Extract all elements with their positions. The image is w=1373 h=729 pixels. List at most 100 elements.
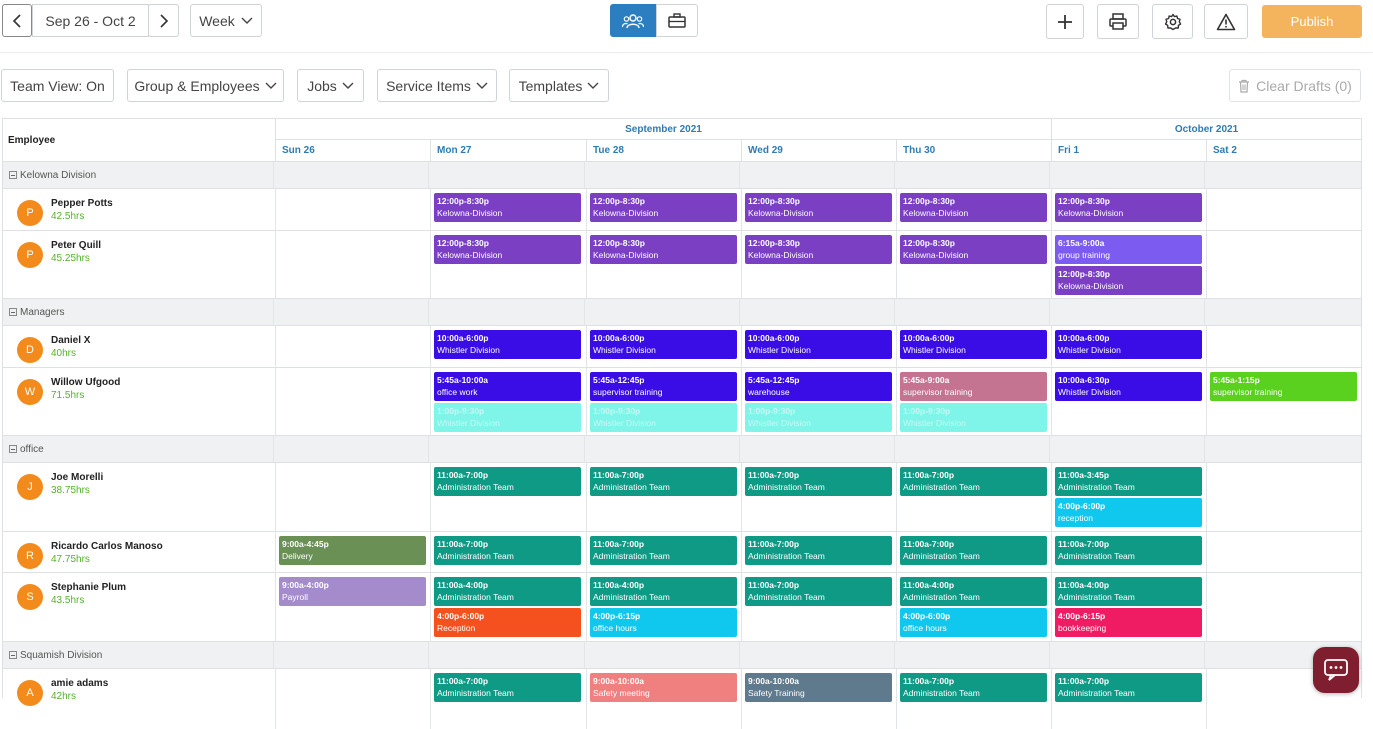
shift-block[interactable]: 10:00a-6:00p Whistler Division — [1055, 330, 1202, 359]
shift-block[interactable]: 10:00a-6:00p Whistler Division — [745, 330, 892, 359]
prev-week-button[interactable] — [2, 4, 32, 37]
shift-block[interactable]: 6:15a-9:00a group training — [1055, 235, 1202, 264]
shift-block[interactable]: 12:00p-8:30p Kelowna-Division — [590, 193, 737, 222]
shift-block[interactable]: 11:00a-4:00p Administration Team — [590, 577, 737, 606]
shift-block[interactable]: 11:00a-7:00p Administration Team — [900, 673, 1047, 702]
settings-button[interactable] — [1152, 4, 1193, 39]
day-header[interactable]: Wed 29 — [741, 140, 896, 161]
team-view-button[interactable]: Team View: On — [1, 69, 114, 102]
group-employees-dropdown[interactable]: Group & Employees — [127, 69, 284, 102]
column-divider — [584, 162, 585, 189]
view-select[interactable]: Week — [190, 4, 262, 37]
shift-block[interactable]: 11:00a-7:00p Administration Team — [745, 536, 892, 565]
employee-info[interactable]: P Peter Quill 45.25hrs — [17, 239, 101, 268]
day-header[interactable]: Sat 2 — [1206, 140, 1361, 161]
collapse-icon[interactable] — [9, 171, 17, 179]
team-view-toggle-button[interactable] — [610, 4, 656, 37]
shift-time: 12:00p-8:30p — [748, 238, 800, 248]
day-header[interactable]: Fri 1 — [1051, 140, 1206, 161]
shift-block[interactable]: 10:00a-6:00p Whistler Division — [590, 330, 737, 359]
next-week-button[interactable] — [148, 4, 179, 37]
shift-block[interactable]: 12:00p-8:30p Kelowna-Division — [900, 235, 1047, 264]
print-button[interactable] — [1097, 4, 1139, 39]
shift-block[interactable]: 11:00a-7:00p Administration Team — [434, 467, 581, 496]
shift-block[interactable]: 12:00p-8:30p Kelowna-Division — [590, 235, 737, 264]
clear-drafts-button[interactable]: Clear Drafts (0) — [1229, 69, 1361, 102]
employee-info[interactable]: S Stephanie Plum 43.5hrs — [17, 581, 126, 610]
shift-block[interactable]: 11:00a-7:00p Administration Team — [434, 536, 581, 565]
date-range[interactable]: Sep 26 - Oct 2 — [32, 4, 149, 37]
shift-block[interactable]: 12:00p-8:30p Kelowna-Division — [434, 193, 581, 222]
employee-info[interactable]: J Joe Morelli 38.75hrs — [17, 471, 103, 500]
shift-block[interactable]: 5:45a-1:15p supervisor training — [1210, 372, 1357, 401]
shift-block[interactable]: 12:00p-8:30p Kelowna-Division — [434, 235, 581, 264]
shift-block[interactable]: 5:45a-9:00a supervisor training — [900, 372, 1047, 401]
column-divider — [1051, 326, 1052, 368]
shift-block[interactable]: 10:00a-6:30p Whistler Division — [1055, 372, 1202, 401]
shift-block[interactable]: 9:00a-10:00a Safety meeting — [590, 673, 737, 702]
shift-block[interactable]: 11:00a-7:00p Administration Team — [900, 536, 1047, 565]
add-shift-button[interactable] — [1046, 4, 1084, 39]
shift-block[interactable]: 12:00p-8:30p Kelowna-Division — [745, 193, 892, 222]
column-divider — [896, 669, 897, 729]
day-header[interactable]: Tue 28 — [586, 140, 741, 161]
shift-block[interactable]: 11:00a-3:45p Administration Team — [1055, 467, 1202, 496]
shift-block[interactable]: 1:00p-9:30p Whistler Division — [745, 402, 892, 432]
collapse-icon[interactable] — [9, 445, 17, 453]
group-header[interactable]: Managers — [3, 298, 1361, 326]
shift-label: office hours — [903, 622, 947, 633]
shift-block[interactable]: 4:00p-6:00p office hours — [900, 607, 1047, 637]
group-header[interactable]: Squamish Division — [3, 641, 1361, 669]
day-header[interactable]: Sun 26 — [275, 140, 430, 161]
templates-dropdown[interactable]: Templates — [509, 69, 609, 102]
shift-block[interactable]: 1:00p-9:30p Whistler Division — [590, 402, 737, 432]
shift-block[interactable]: 11:00a-7:00p Administration Team — [745, 577, 892, 606]
shift-block[interactable]: 11:00a-7:00p Administration Team — [900, 467, 1047, 496]
shift-block[interactable]: 11:00a-4:00p Administration Team — [900, 577, 1047, 606]
shift-block[interactable]: 10:00a-6:00p Whistler Division — [900, 330, 1047, 359]
collapse-icon[interactable] — [9, 308, 17, 316]
employee-info[interactable]: W Willow Ufgood 71.5hrs — [17, 376, 120, 405]
shift-block[interactable]: 11:00a-4:00p Administration Team — [1055, 577, 1202, 606]
shift-block[interactable]: 11:00a-4:00p Administration Team — [434, 577, 581, 606]
shift-block[interactable]: 11:00a-7:00p Administration Team — [590, 536, 737, 565]
employee-info[interactable]: P Pepper Potts 42.5hrs — [17, 197, 113, 226]
employee-info[interactable]: D Daniel X 40hrs — [17, 334, 90, 363]
shift-block[interactable]: 10:00a-6:00p Whistler Division — [434, 330, 581, 359]
shift-block[interactable]: 12:00p-8:30p Kelowna-Division — [1055, 193, 1202, 222]
service-items-dropdown[interactable]: Service Items — [377, 69, 497, 102]
employee-info[interactable]: R Ricardo Carlos Manoso 47.75hrs — [17, 540, 163, 569]
day-header[interactable]: Thu 30 — [896, 140, 1051, 161]
shift-block[interactable]: 5:45a-10:00a office work — [434, 372, 581, 401]
shift-block[interactable]: 4:00p-6:15p bookkeeping — [1055, 607, 1202, 637]
shift-block[interactable]: 11:00a-7:00p Administration Team — [745, 467, 892, 496]
shift-block[interactable]: 12:00p-8:30p Kelowna-Division — [900, 193, 1047, 222]
shift-block[interactable]: 12:00p-8:30p Kelowna-Division — [745, 235, 892, 264]
shift-block[interactable]: 5:45a-12:45p supervisor training — [590, 372, 737, 401]
shift-block[interactable]: 1:00p-9:30p Whistler Division — [900, 402, 1047, 432]
collapse-icon[interactable] — [9, 651, 17, 659]
jobs-dropdown[interactable]: Jobs — [297, 69, 364, 102]
shift-block[interactable]: 12:00p-8:30p Kelowna-Division — [1055, 265, 1202, 295]
shift-block[interactable]: 11:00a-7:00p Administration Team — [1055, 536, 1202, 565]
publish-button[interactable]: Publish — [1262, 5, 1362, 38]
shift-block[interactable]: 9:00a-10:00a Safety Training — [745, 673, 892, 702]
shift-block[interactable]: 5:45a-12:45p warehouse — [745, 372, 892, 401]
column-divider — [1206, 368, 1207, 436]
chat-widget-button[interactable] — [1313, 647, 1359, 693]
group-header[interactable]: Kelowna Division — [3, 161, 1361, 189]
shift-block[interactable]: 4:00p-6:00p reception — [1055, 497, 1202, 527]
shift-block[interactable]: 1:00p-9:30p Whistler Division — [434, 402, 581, 432]
day-header[interactable]: Mon 27 — [430, 140, 585, 161]
shift-block[interactable]: 11:00a-7:00p Administration Team — [434, 673, 581, 702]
shift-block[interactable]: 9:00a-4:00p Payroll — [279, 577, 426, 606]
shift-block[interactable]: 11:00a-7:00p Administration Team — [1055, 673, 1202, 702]
warnings-button[interactable] — [1204, 4, 1248, 39]
shift-block[interactable]: 9:00a-4:45p Delivery — [279, 536, 426, 565]
jobs-view-toggle-button[interactable] — [656, 4, 698, 37]
group-header[interactable]: office — [3, 435, 1361, 463]
shift-block[interactable]: 11:00a-7:00p Administration Team — [590, 467, 737, 496]
shift-block[interactable]: 4:00p-6:15p office hours — [590, 607, 737, 637]
shift-block[interactable]: 4:00p-6:00p Reception — [434, 607, 581, 637]
